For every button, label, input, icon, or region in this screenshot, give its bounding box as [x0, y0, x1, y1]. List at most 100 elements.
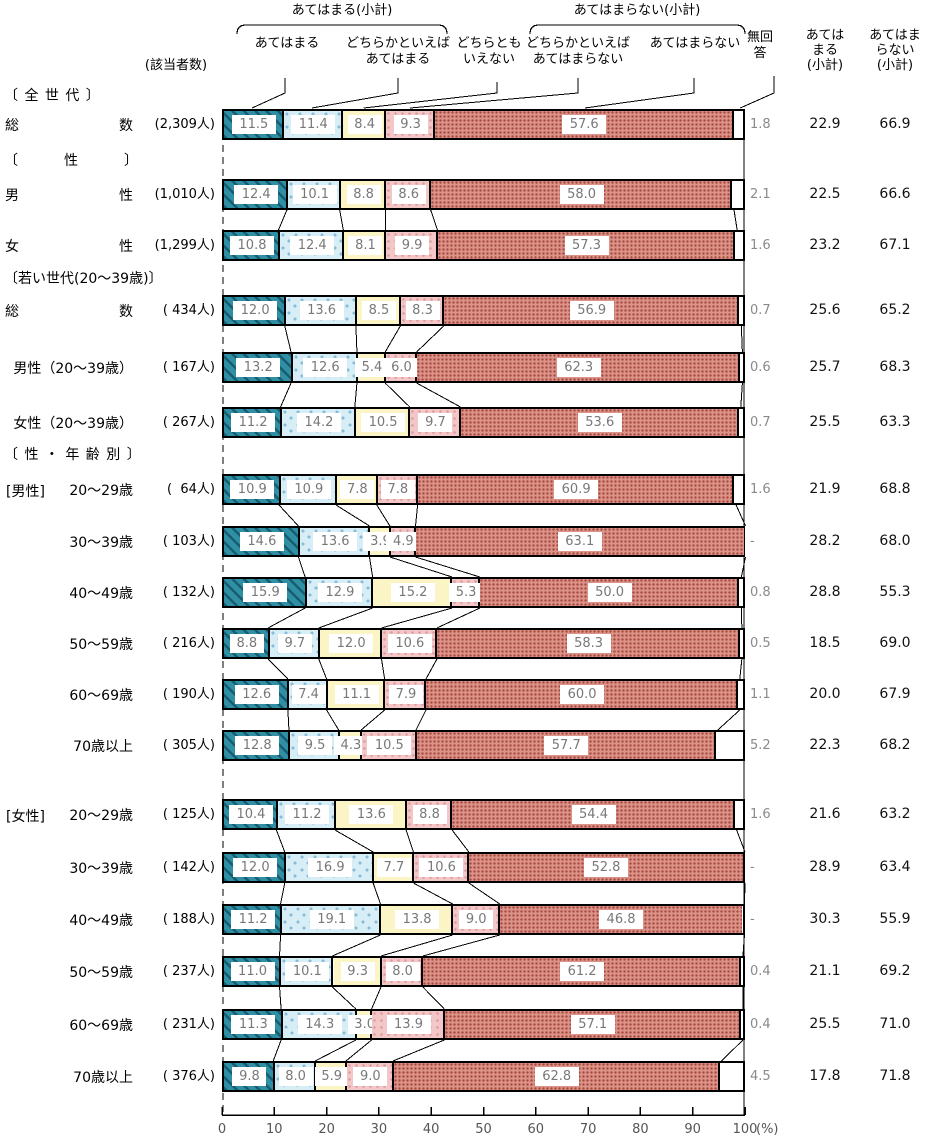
row-label-part: 数	[119, 117, 133, 134]
row-label: 総数	[5, 295, 133, 326]
sum-not-applies-value: 68.8	[879, 481, 911, 497]
row-label-part: 男性（20～39歳）	[13, 360, 133, 377]
respondents-header: (該当者数)	[144, 58, 208, 73]
applies-subtotal-title: あてはまる(小計)	[291, 3, 393, 18]
sum-not-applies-value: 65.2	[879, 302, 911, 318]
sum-not-applies-value: 63.2	[879, 806, 911, 822]
sum-applies-value: 22.9	[809, 116, 841, 132]
chart-line	[275, 829, 286, 853]
chart-line	[279, 934, 282, 957]
stacked-bar: 11.2 19.1 13.8 9.0 46.8	[222, 904, 745, 935]
bar-segment-no-answer	[739, 297, 743, 324]
sum-applies-value: 22.5	[809, 186, 841, 202]
row-respondent-count: ( 188人)	[162, 912, 215, 927]
section-gender: 〔 性 〕	[4, 153, 139, 169]
leader-line	[311, 78, 399, 109]
segment-value-label: 14.2	[296, 413, 341, 432]
x-axis-tick-label: 30	[370, 1122, 388, 1137]
segment-value-label: 10.6	[387, 634, 432, 653]
chart-line	[717, 709, 741, 731]
row-respondent-count: (2,309人)	[154, 117, 215, 132]
no-answer-value: 0.4	[750, 964, 771, 979]
row-label-part: 総	[5, 117, 19, 134]
stacked-bar: 11.2 14.2 10.5 9.7 53.6	[222, 407, 745, 438]
segment-value-label: 10.4	[228, 805, 273, 824]
bar-segment-no-answer	[732, 181, 743, 208]
chart-line	[381, 658, 386, 680]
chart-line	[381, 607, 453, 629]
segment-value-label: 11.4	[291, 115, 336, 134]
row-respondent-count: ( 305人)	[162, 738, 215, 753]
segment-value-label: 50.0	[587, 583, 632, 602]
no-answer-value: 1.6	[750, 238, 771, 253]
row-respondent-count: ( 64人)	[167, 482, 215, 497]
stacked-bar: 10.9 10.9 7.8 7.8 60.9	[222, 474, 745, 505]
chart-line	[413, 882, 453, 905]
chart-line	[425, 658, 438, 680]
segment-value-label: 57.7	[544, 736, 589, 755]
stacked-bar: 12.0 13.6 8.5 8.3 56.9	[222, 295, 745, 326]
row-label-part: 総	[5, 303, 19, 320]
segment-value-label: 10.6	[419, 858, 464, 877]
subtotal-brace	[529, 24, 746, 35]
segment-value-label: 46.8	[599, 910, 644, 929]
row-label: 女性（20～39歳）	[5, 407, 133, 438]
segment-value-label: 14.6	[239, 532, 284, 551]
chart-line	[389, 556, 453, 578]
chart-line	[332, 986, 357, 1010]
stacked-bar: 12.8 9.5 4.3 10.5 57.7	[222, 730, 745, 761]
segment-value-label: 7.8	[380, 480, 415, 499]
chart-line	[384, 325, 401, 353]
segment-value-label: 61.2	[560, 962, 605, 981]
not-applies-subtotal-title: あてはまらない(小計)	[573, 3, 701, 18]
chart-line	[436, 607, 481, 629]
segment-value-label: 60.0	[560, 685, 605, 704]
segment-value-label: 62.8	[534, 1067, 579, 1086]
row-label: 70歳以上	[5, 1061, 133, 1092]
bar-segment-no-answer	[733, 111, 743, 138]
bar-segment-no-answer	[740, 1011, 743, 1038]
stacked-bar: 12.0 16.9 7.7 10.6 52.8	[222, 852, 745, 883]
segment-value-label: 12.6	[234, 685, 279, 704]
chart-line	[335, 504, 370, 527]
segment-value-label: 10.9	[286, 480, 331, 499]
chart-line	[415, 556, 480, 578]
column-header-sum-applies: あては まる (小計)	[805, 28, 845, 73]
segment-value-label: 10.9	[230, 480, 275, 499]
row-label: 男性	[5, 179, 133, 210]
segment-value-label: 5.3	[449, 583, 484, 602]
segment-value-label: 56.9	[569, 301, 614, 320]
no-answer-value: 1.8	[750, 117, 771, 132]
segment-value-label: 8.6	[391, 185, 426, 204]
chart-line	[735, 504, 746, 527]
chart-line	[371, 986, 382, 1010]
segment-value-label: 10.5	[361, 413, 406, 432]
x-axis-tick-label: 50	[475, 1122, 492, 1137]
x-axis-tick-label: 10	[266, 1122, 283, 1137]
sum-not-applies-value: 69.0	[879, 635, 911, 651]
row-label: 20～29歳	[5, 799, 133, 830]
row-label-part: 20～29歳	[69, 807, 133, 824]
segment-value-label: 12.8	[235, 736, 280, 755]
row-label-part: 性	[119, 187, 133, 204]
no-answer-value: 1.6	[750, 807, 771, 822]
sum-applies-value: 18.5	[809, 635, 841, 651]
chart-line	[451, 829, 470, 853]
segment-value-label: 8.8	[229, 634, 264, 653]
chart-line	[354, 382, 358, 408]
sum-not-applies-value: 71.0	[879, 1016, 911, 1032]
row-label-part: 40～49歳	[69, 912, 133, 929]
segment-value-label: 5.4	[354, 358, 389, 377]
bar-segment-no-answer	[734, 476, 743, 503]
chart-line	[733, 209, 738, 231]
no-answer-value: -	[750, 860, 755, 875]
bar-segment-no-answer	[719, 1063, 743, 1090]
sum-not-applies-value: 67.1	[879, 237, 911, 253]
row-respondent-count: ( 267人)	[162, 415, 215, 430]
chart-line	[360, 709, 385, 731]
segment-value-label: 7.4	[291, 685, 326, 704]
no-answer-value: 0.8	[750, 585, 771, 600]
chart-line	[372, 882, 381, 905]
segment-value-label: 52.8	[583, 858, 628, 877]
chart-line	[345, 1039, 372, 1062]
